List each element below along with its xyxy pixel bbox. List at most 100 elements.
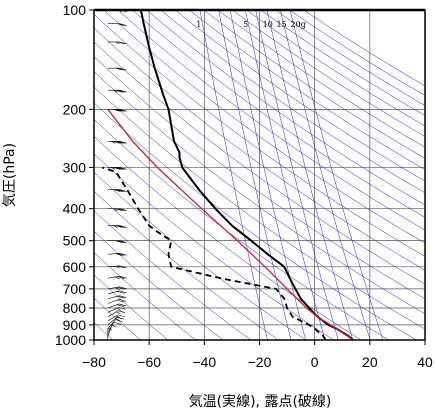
wind-barb [107, 275, 127, 280]
mixing-ratio-label: 1 [196, 20, 201, 29]
y-tick-label: 100 [63, 2, 87, 18]
dry-adiabat-line [103, 10, 425, 244]
y-tick-label: 200 [63, 101, 87, 117]
dry-adiabat-line [94, 190, 279, 340]
mixing-ratio-line [255, 10, 339, 340]
mixing-ratio-label: 20g [290, 20, 305, 29]
wind-barb-flag [116, 315, 121, 319]
wind-barb-flag [113, 109, 121, 112]
wind-barb-flag [119, 240, 127, 243]
y-tick-label: 300 [63, 159, 87, 175]
wind-barb [107, 41, 127, 45]
wind-barb-flag [119, 189, 127, 192]
mixing-ratio-line [229, 10, 306, 340]
wind-barb-flag [119, 141, 127, 144]
wind-barb-flag [118, 303, 127, 307]
wind-barb-flag [119, 41, 127, 45]
x-tick-label: −20 [248, 354, 272, 370]
wind-barb-flag [117, 253, 125, 256]
wind-barb-flag [117, 141, 125, 144]
wind-barb [107, 67, 127, 71]
wind-barb-flag [118, 299, 127, 302]
wind-barb-flag [113, 189, 121, 192]
wind-barb [107, 141, 127, 144]
wind-barb [107, 299, 127, 304]
wind-barb-flag [115, 265, 120, 269]
wind-barb [107, 167, 127, 170]
sounding-profiles [102, 10, 354, 340]
wind-barb [107, 321, 121, 333]
wind-barb-flag [115, 253, 123, 256]
x-axis-ticks: −80 −60 −40 −20 0 20 40 [82, 340, 433, 370]
dry-adiabat-line [117, 10, 425, 231]
wind-barb-flag [119, 23, 127, 26]
x-tick-label: 40 [417, 354, 433, 370]
wind-barb-flag [118, 307, 126, 310]
wind-barb-flag [115, 41, 120, 45]
wind-barb-flag [117, 189, 125, 192]
dry-adiabat-line [146, 10, 425, 206]
y-tick-label: 500 [63, 233, 87, 249]
dry-adiabat-line [94, 135, 362, 340]
dry-adiabat-line [94, 274, 169, 340]
wind-barb-flag [119, 89, 127, 93]
wind-barb [107, 252, 127, 256]
wind-barb-flag [115, 89, 123, 93]
wind-barb [107, 307, 126, 313]
wind-barb [107, 23, 127, 26]
wind-barb-flag [111, 167, 116, 170]
wind-barb-flag [115, 189, 123, 192]
dry-adiabat-line [175, 10, 425, 182]
y-tick-label: 400 [63, 201, 87, 217]
wind-barb-flag [113, 167, 121, 170]
wind-barb-flag [118, 314, 126, 318]
wind-barb-flag [119, 208, 127, 211]
wind-barb-flag [116, 311, 121, 315]
dry-adiabat-line [94, 56, 425, 300]
wind-barb-flag [115, 67, 123, 71]
x-tick-label: 0 [311, 354, 319, 370]
wind-barb-staff [107, 319, 116, 330]
wind-barb-flag [117, 291, 125, 294]
wind-barb [107, 208, 127, 211]
wind-barb-flag [117, 41, 125, 45]
dry-adiabat-line [94, 230, 224, 340]
wind-barb [107, 314, 126, 322]
mixing-ratio-line [199, 10, 268, 340]
wind-barb-flag [119, 67, 127, 71]
wind-barb-flag [117, 167, 125, 170]
wind-barb-flag [113, 89, 118, 93]
wind-barb-flag [115, 141, 123, 144]
dry-adiabat-line [94, 102, 417, 340]
wind-barb-flag [115, 240, 123, 243]
dry-adiabat-line [203, 10, 425, 159]
wind-barb-flag [115, 167, 123, 170]
wind-barb [107, 225, 127, 228]
wind-barb-flag [116, 299, 125, 303]
wind-barb [107, 240, 127, 243]
wind-barb-flag [117, 276, 125, 279]
dry-adiabats [94, 10, 425, 340]
wind-barb-flag [117, 67, 125, 71]
wind-barb-flag [117, 225, 125, 228]
wind-barb-flag [115, 287, 120, 290]
wind-barb-staff [107, 322, 115, 333]
wind-barb [107, 109, 127, 112]
wind-barb-flag [117, 208, 125, 211]
dewpoint-line [102, 166, 327, 340]
wind-barb-flag [117, 89, 125, 93]
mixing-ratio-line [280, 10, 371, 340]
wind-barb-flag [119, 252, 127, 256]
wind-barb-flag [119, 265, 127, 269]
wind-barb [107, 303, 127, 309]
dry-adiabat-line [94, 41, 425, 285]
wind-barb-flag [115, 276, 120, 280]
x-tick-label: −40 [192, 354, 216, 370]
wind-barb [107, 89, 127, 93]
wind-barb-flag [117, 109, 125, 112]
dry-adiabat-line [94, 171, 307, 340]
x-tick-label: −80 [82, 354, 106, 370]
y-tick-label: 1000 [55, 332, 86, 348]
wind-barb-flag [119, 167, 127, 170]
